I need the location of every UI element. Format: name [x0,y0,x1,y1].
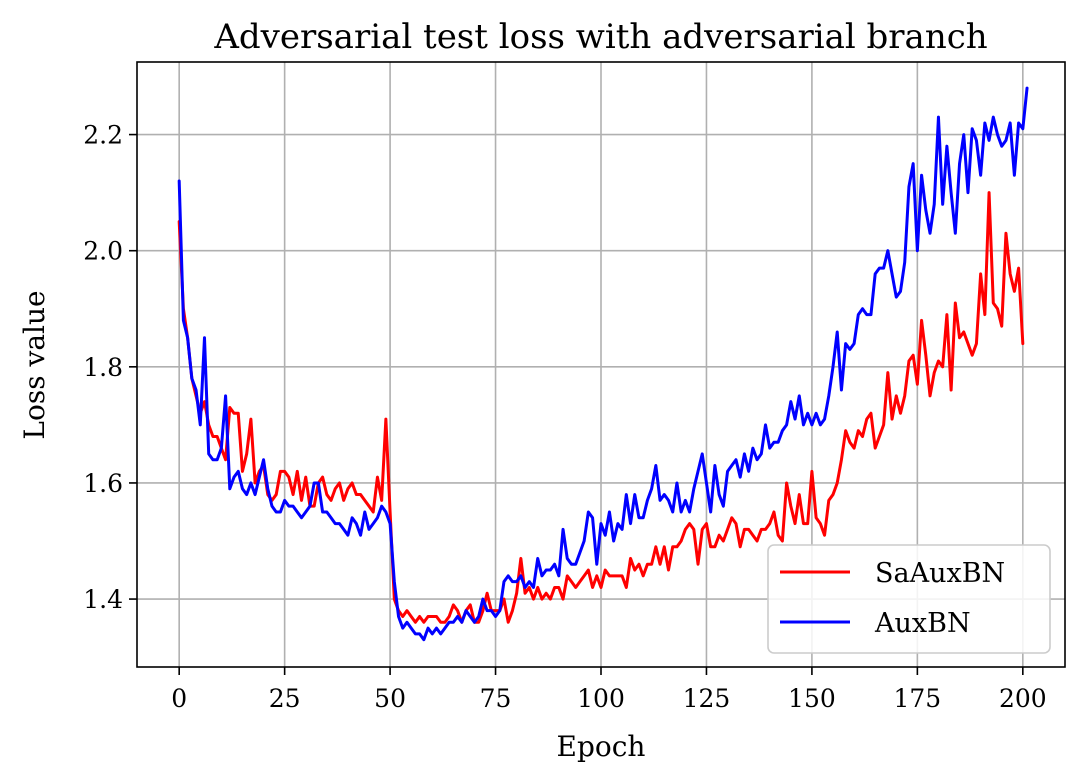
x-tick-label: 150 [788,684,836,713]
x-tick-label: 200 [999,684,1047,713]
x-tick-label: 50 [374,684,406,713]
series-line-saauxbn [177,191,1025,624]
chart-title: Adversarial test loss with adversarial b… [213,17,987,57]
x-tick-label: 125 [683,684,731,713]
series-lines [177,86,1029,642]
series-line-auxbn [177,86,1029,642]
legend-label-saauxbn: SaAuxBN [875,558,1005,589]
legend: SaAuxBN AuxBN [767,544,1051,654]
y-axis-ticks: 1.4 1.6 1.8 2.0 2.2 [83,121,137,614]
x-tick-label: 0 [171,684,187,713]
legend-label-auxbn: AuxBN [874,608,971,639]
y-tick-label: 2.2 [83,121,123,150]
x-tick-label: 100 [577,684,625,713]
x-axis-ticks: 0 25 50 75 100 125 150 175 200 [171,667,1047,713]
y-tick-label: 2.0 [83,237,123,266]
x-tick-label: 75 [480,684,512,713]
y-tick-label: 1.4 [83,585,123,614]
y-axis-label: Loss value [18,290,51,439]
x-tick-label: 175 [894,684,942,713]
x-axis-label: Epoch [557,730,646,763]
x-tick-label: 25 [269,684,301,713]
y-tick-label: 1.6 [83,469,123,498]
y-tick-label: 1.8 [83,353,123,382]
